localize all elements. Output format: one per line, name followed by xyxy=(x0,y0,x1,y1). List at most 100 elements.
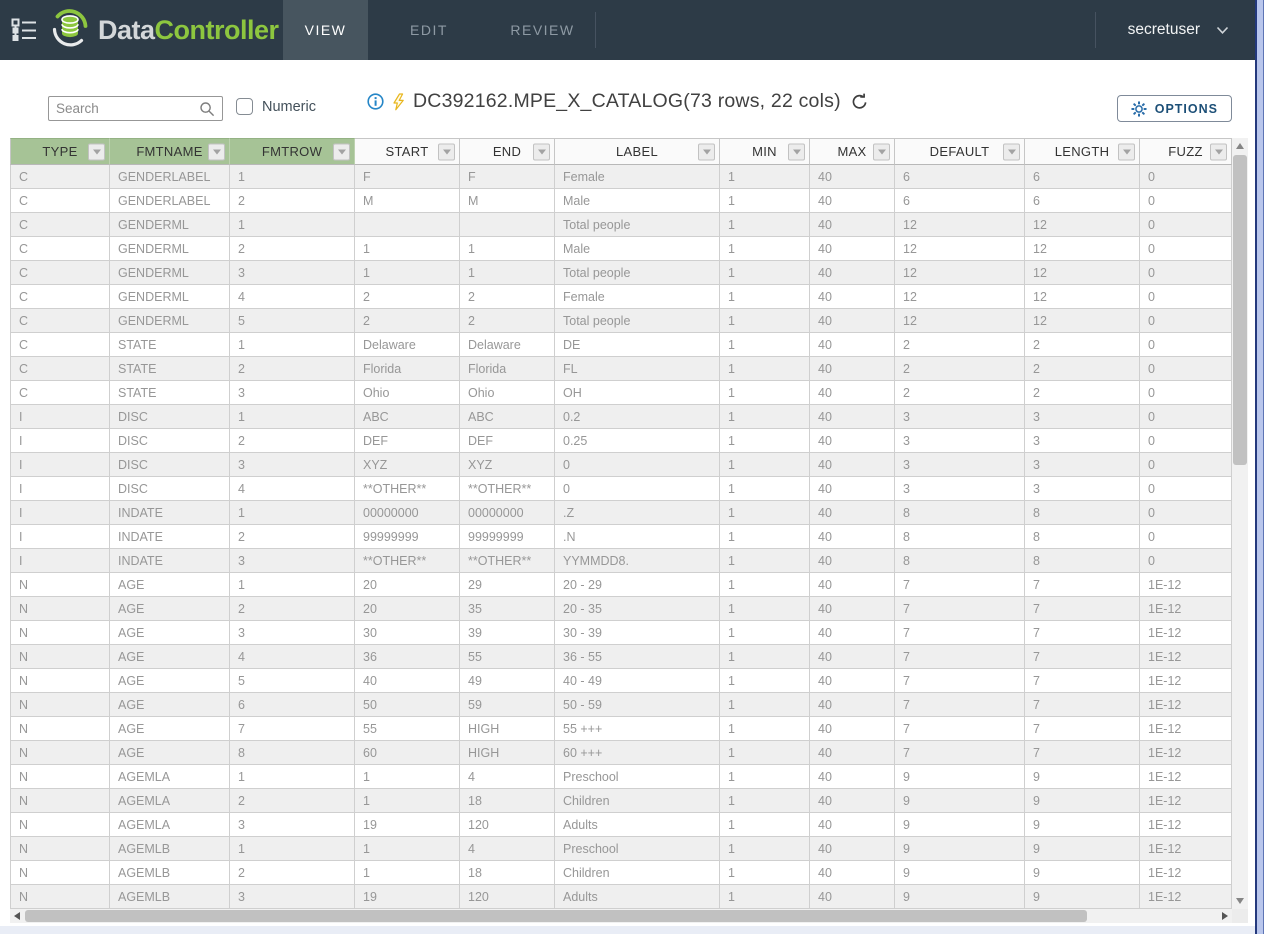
filter-icon[interactable] xyxy=(1210,143,1227,160)
filter-icon[interactable] xyxy=(88,143,105,160)
table-cell: 40 xyxy=(810,837,895,861)
table-cell: 1 xyxy=(720,597,810,621)
grid-body: C GENDERLABEL 1 F F Female 1 40 6 6 0 C GENDERLABEL 2… xyxy=(10,165,1232,909)
table-cell: 1 xyxy=(230,333,355,357)
column-header-max[interactable]: MAX xyxy=(810,138,895,165)
username: secretuser xyxy=(1127,21,1200,38)
browser-scrollbar[interactable] xyxy=(1255,0,1264,934)
filter-icon[interactable] xyxy=(788,143,805,160)
table-cell: 1 xyxy=(720,189,810,213)
options-button[interactable]: OPTIONS xyxy=(1116,95,1232,122)
table-cell: 2 xyxy=(230,861,355,885)
scroll-left-icon[interactable] xyxy=(10,909,24,923)
scroll-right-icon[interactable] xyxy=(1218,909,1232,923)
table-cell: 8 xyxy=(895,501,1025,525)
table-cell: 9 xyxy=(1025,861,1140,885)
lightning-icon[interactable] xyxy=(392,92,405,111)
table-cell: 3 xyxy=(895,453,1025,477)
vertical-scroll-thumb[interactable] xyxy=(1233,155,1247,465)
tab-review[interactable]: REVIEW xyxy=(510,22,575,38)
table-cell: AGEMLB xyxy=(110,861,230,885)
table-cell: 2 xyxy=(895,333,1025,357)
grid-vertical-scrollbar[interactable] xyxy=(1232,138,1248,909)
table-cell: 12 xyxy=(895,213,1025,237)
table-cell: 1E-12 xyxy=(1140,789,1232,813)
table-cell: C xyxy=(10,309,110,333)
filter-icon[interactable] xyxy=(1118,143,1135,160)
table-cell: 40 xyxy=(810,693,895,717)
table-cell: AGEMLA xyxy=(110,813,230,837)
table-cell: 1E-12 xyxy=(1140,693,1232,717)
table-cell: 9 xyxy=(895,789,1025,813)
table-cell: 1 xyxy=(720,861,810,885)
table-cell: 1E-12 xyxy=(1140,573,1232,597)
refresh-icon[interactable] xyxy=(851,93,869,111)
table-cell: F xyxy=(355,165,460,189)
table-cell: C xyxy=(10,333,110,357)
scroll-up-icon[interactable] xyxy=(1232,138,1248,154)
filter-icon[interactable] xyxy=(438,143,455,160)
table-cell: 12 xyxy=(1025,237,1140,261)
grid-horizontal-scrollbar[interactable] xyxy=(10,909,1232,923)
column-header-fuzz[interactable]: FUZZ xyxy=(1140,138,1232,165)
user-menu[interactable]: secretuser xyxy=(1128,21,1229,39)
table-cell: DISC xyxy=(110,405,230,429)
column-header-end[interactable]: END xyxy=(460,138,555,165)
table-cell: 2 xyxy=(230,597,355,621)
column-header-fmtname[interactable]: FMTNAME xyxy=(110,138,230,165)
table-cell: AGE xyxy=(110,717,230,741)
numeric-label[interactable]: Numeric xyxy=(262,98,316,115)
table-cell: 29 xyxy=(460,573,555,597)
column-header-length[interactable]: LENGTH xyxy=(1025,138,1140,165)
column-header-min[interactable]: MIN xyxy=(720,138,810,165)
table-cell: 6 xyxy=(230,693,355,717)
info-icon[interactable] xyxy=(367,93,384,110)
table-row: C GENDERML 4 2 2 Female 1 40 12 12 0 xyxy=(10,285,1232,309)
table-cell: 2 xyxy=(230,357,355,381)
table-cell: 7 xyxy=(895,645,1025,669)
column-header-start[interactable]: START xyxy=(355,138,460,165)
table-cell: 60 xyxy=(355,741,460,765)
table-cell: **OTHER** xyxy=(460,549,555,573)
table-row: I DISC 3 XYZ XYZ 0 1 40 3 3 0 xyxy=(10,453,1232,477)
numeric-checkbox[interactable] xyxy=(236,98,253,115)
filter-icon[interactable] xyxy=(208,143,225,160)
table-cell: N xyxy=(10,837,110,861)
filter-icon[interactable] xyxy=(533,143,550,160)
search-input[interactable] xyxy=(56,101,199,116)
table-cell: 8 xyxy=(1025,549,1140,573)
horizontal-scroll-thumb[interactable] xyxy=(25,910,1087,922)
table-cell: 7 xyxy=(895,717,1025,741)
table-cell: 12 xyxy=(1025,213,1140,237)
column-header-type[interactable]: TYPE xyxy=(10,138,110,165)
table-cell: 1 xyxy=(230,501,355,525)
table-cell: 40 xyxy=(810,285,895,309)
table-cell: AGE xyxy=(110,597,230,621)
tab-edit[interactable]: EDIT xyxy=(410,22,448,38)
filter-icon[interactable] xyxy=(873,143,890,160)
column-header-default[interactable]: DEFAULT xyxy=(895,138,1025,165)
column-header-fmtrow[interactable]: FMTROW xyxy=(230,138,355,165)
table-cell: 30 xyxy=(355,621,460,645)
table-row: C GENDERML 5 2 2 Total people 1 40 12 12 0 xyxy=(10,309,1232,333)
table-row: N AGE 8 60 HIGH 60 +++ 1 40 7 7 1E-12 xyxy=(10,741,1232,765)
table-cell: 7 xyxy=(895,621,1025,645)
table-cell: 40 xyxy=(810,525,895,549)
tree-toggle-icon[interactable] xyxy=(10,16,38,44)
table-cell: 36 - 55 xyxy=(555,645,720,669)
table-cell: 40 xyxy=(810,861,895,885)
table-cell: Adults xyxy=(555,813,720,837)
table-cell: 8 xyxy=(1025,501,1140,525)
scroll-down-icon[interactable] xyxy=(1232,893,1248,909)
filter-icon[interactable] xyxy=(1003,143,1020,160)
table-cell xyxy=(355,213,460,237)
filter-icon[interactable] xyxy=(698,143,715,160)
table-cell: 1 xyxy=(720,717,810,741)
tab-view[interactable]: VIEW xyxy=(283,0,368,60)
table-cell: 2 xyxy=(1025,357,1140,381)
filter-icon[interactable] xyxy=(333,143,350,160)
table-cell: 3 xyxy=(895,429,1025,453)
table-cell: 20 xyxy=(355,573,460,597)
app-logo[interactable]: DataController xyxy=(48,8,279,52)
column-header-label[interactable]: LABEL xyxy=(555,138,720,165)
